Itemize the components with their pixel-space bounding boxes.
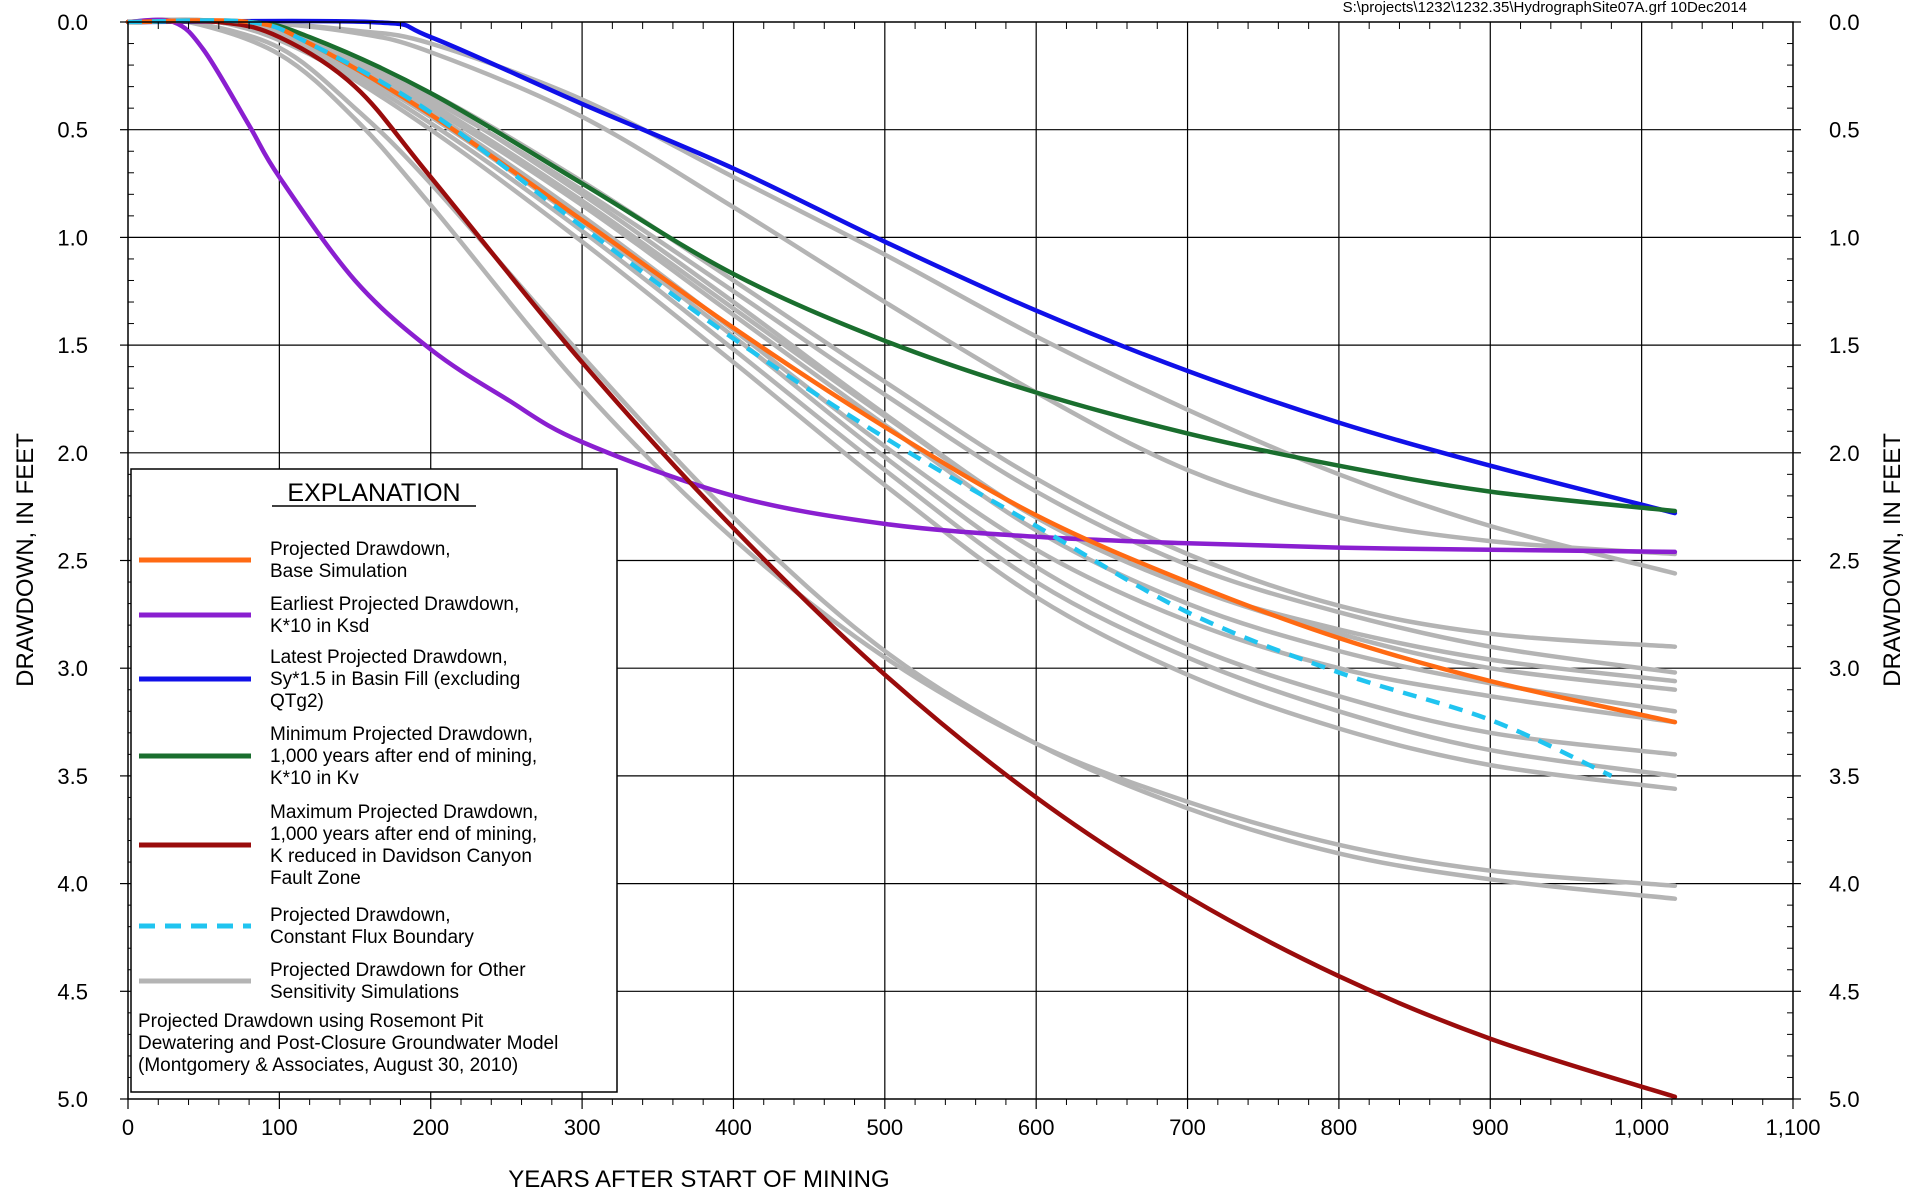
- legend-label-minimum: 1,000 years after end of mining,: [270, 746, 537, 767]
- y-tick-label-left: 3.0: [57, 656, 88, 681]
- y-tick-label-left: 4.5: [57, 979, 88, 1004]
- y-tick-label-right: 2.0: [1829, 441, 1860, 466]
- y-tick-label-right: 3.5: [1829, 764, 1860, 789]
- x-tick-label: 400: [715, 1115, 752, 1140]
- legend: EXPLANATION Projected Drawdown,Base Simu…: [130, 468, 618, 1093]
- axis-ticks: 0 100 200 300 400 500 600 700 800 900 1,000 1,100 0.…: [57, 10, 1859, 1140]
- y-tick-label-left: 2.0: [57, 441, 88, 466]
- series-line-other: [125, 17, 1678, 889]
- series-lines: [125, 17, 1678, 1100]
- y-tick-label-left: 0.0: [57, 10, 88, 35]
- x-tick-label: 200: [412, 1115, 449, 1140]
- series-line-constant-flux: [127, 18, 1613, 778]
- legend-title: EXPLANATION: [287, 479, 460, 507]
- x-tick-label: 1,000: [1614, 1115, 1669, 1140]
- legend-note-line: (Montgomery & Associates, August 30, 201…: [138, 1055, 518, 1076]
- legend-note-line: Projected Drawdown using Rosemont Pit: [138, 1011, 484, 1032]
- legend-label-base: Projected Drawdown,: [270, 539, 451, 560]
- legend-label-latest: QTg2): [270, 691, 324, 712]
- x-tick-label: 100: [261, 1115, 298, 1140]
- legend-label-minimum: K*10 in Kv: [270, 768, 359, 789]
- series-line-maximum: [125, 18, 1678, 1100]
- x-tick-label: 600: [1018, 1115, 1055, 1140]
- legend-label-constant-flux: Projected Drawdown,: [270, 905, 451, 926]
- y-tick-label-left: 0.5: [57, 118, 88, 143]
- x-tick-label: 1,100: [1765, 1115, 1820, 1140]
- legend-note-line: Dewatering and Post-Closure Groundwater …: [138, 1033, 558, 1054]
- y-tick-label-right: 4.0: [1829, 872, 1860, 897]
- y-tick-label-right: 2.5: [1829, 549, 1860, 574]
- x-axis-title: YEARS AFTER START OF MINING: [508, 1166, 889, 1191]
- y-tick-label-left: 4.0: [57, 872, 88, 897]
- y-tick-label-left: 1.0: [57, 225, 88, 250]
- y-tick-label-left: 2.5: [57, 549, 88, 574]
- y-tick-label-right: 0.0: [1829, 10, 1860, 35]
- legend-label-constant-flux: Constant Flux Boundary: [270, 927, 474, 948]
- legend-note: Projected Drawdown using Rosemont PitDew…: [138, 1011, 558, 1076]
- series-line-other: [125, 17, 1678, 779]
- series-line-other: [125, 17, 1678, 901]
- x-tick-label: 700: [1169, 1115, 1206, 1140]
- legend-label-minimum: Minimum Projected Drawdown,: [270, 724, 533, 745]
- y-tick-label-right: 3.0: [1829, 656, 1860, 681]
- legend-label-maximum: Maximum Projected Drawdown,: [270, 802, 538, 823]
- y-tick-label-right: 1.5: [1829, 333, 1860, 358]
- legend-label-latest: Latest Projected Drawdown,: [270, 647, 508, 668]
- y-tick-label-right: 0.5: [1829, 118, 1860, 143]
- series-line-latest: [125, 18, 1678, 516]
- y-axis-title-left: DRAWDOWN, IN FEET: [12, 433, 39, 687]
- y-tick-label-left: 5.0: [57, 1087, 88, 1112]
- legend-label-other: Sensitivity Simulations: [270, 982, 459, 1003]
- legend-label-latest: Sy*1.5 in Basin Fill (excluding: [270, 669, 520, 690]
- x-tick-label: 900: [1472, 1115, 1509, 1140]
- y-tick-label-left: 1.5: [57, 333, 88, 358]
- legend-box: [130, 468, 618, 1093]
- x-tick-label: 0: [122, 1115, 134, 1140]
- y-tick-label-right: 5.0: [1829, 1087, 1860, 1112]
- series-line-earliest: [125, 17, 1678, 555]
- legend-label-earliest: Earliest Projected Drawdown,: [270, 594, 519, 615]
- legend-label-base: Base Simulation: [270, 561, 407, 582]
- x-tick-label: 500: [866, 1115, 903, 1140]
- series-line-other: [125, 17, 1678, 757]
- legend-label-maximum: K reduced in Davidson Canyon: [270, 846, 532, 867]
- series-line-minimum: [125, 18, 1678, 514]
- series-line-other: [125, 18, 1678, 675]
- y-tick-label-right: 1.0: [1829, 225, 1860, 250]
- y-tick-label-right: 4.5: [1829, 979, 1860, 1004]
- x-tick-label: 800: [1321, 1115, 1358, 1140]
- y-axis-title-right: DRAWDOWN, IN FEET: [1879, 433, 1906, 687]
- legend-label-maximum: Fault Zone: [270, 868, 361, 889]
- series-line-other: [125, 18, 1678, 557]
- file-path-label: S:\projects\1232\1232.35\HydrographSite0…: [1343, 0, 1747, 16]
- x-tick-label: 300: [564, 1115, 601, 1140]
- series-line-other: [125, 18, 1678, 649]
- legend-label-maximum: 1,000 years after end of mining,: [270, 824, 537, 845]
- legend-entries: Projected Drawdown,Base SimulationEarlie…: [139, 539, 538, 1003]
- legend-label-other: Projected Drawdown for Other: [270, 960, 526, 981]
- legend-label-earliest: K*10 in Ksd: [270, 616, 369, 637]
- y-tick-label-left: 3.5: [57, 764, 88, 789]
